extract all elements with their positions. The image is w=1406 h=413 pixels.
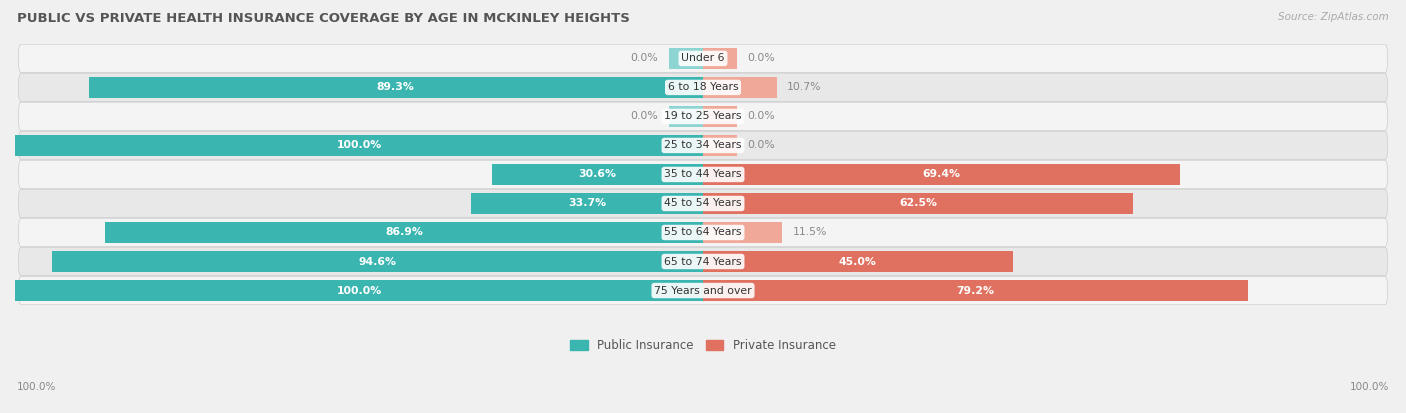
Bar xyxy=(703,222,782,243)
Text: 75 Years and over: 75 Years and over xyxy=(654,285,752,296)
Bar xyxy=(669,106,703,127)
Text: 100.0%: 100.0% xyxy=(17,382,56,392)
Text: Source: ZipAtlas.com: Source: ZipAtlas.com xyxy=(1278,12,1389,22)
FancyBboxPatch shape xyxy=(18,102,1388,131)
Text: 100.0%: 100.0% xyxy=(336,140,381,150)
Bar xyxy=(15,280,703,301)
Text: 62.5%: 62.5% xyxy=(898,199,936,209)
Bar xyxy=(89,77,703,98)
Bar xyxy=(703,77,776,98)
Text: 89.3%: 89.3% xyxy=(377,83,415,93)
Bar xyxy=(703,106,737,127)
Text: 35 to 44 Years: 35 to 44 Years xyxy=(664,169,742,180)
Text: 19 to 25 Years: 19 to 25 Years xyxy=(664,112,742,121)
Text: 100.0%: 100.0% xyxy=(336,285,381,296)
FancyBboxPatch shape xyxy=(18,276,1388,305)
FancyBboxPatch shape xyxy=(18,73,1388,102)
Bar xyxy=(15,135,703,156)
Bar xyxy=(703,135,737,156)
Legend: Public Insurance, Private Insurance: Public Insurance, Private Insurance xyxy=(565,334,841,356)
Text: 55 to 64 Years: 55 to 64 Years xyxy=(664,228,742,237)
Text: 100.0%: 100.0% xyxy=(1350,382,1389,392)
Text: 30.6%: 30.6% xyxy=(579,169,617,180)
Bar xyxy=(703,48,737,69)
Bar xyxy=(703,280,1249,301)
Text: 33.7%: 33.7% xyxy=(568,199,606,209)
Bar xyxy=(703,193,1133,214)
FancyBboxPatch shape xyxy=(18,160,1388,189)
Text: 94.6%: 94.6% xyxy=(359,256,396,266)
Text: 86.9%: 86.9% xyxy=(385,228,423,237)
Text: 0.0%: 0.0% xyxy=(630,53,658,64)
FancyBboxPatch shape xyxy=(18,247,1388,276)
Bar xyxy=(669,48,703,69)
FancyBboxPatch shape xyxy=(18,189,1388,218)
Bar xyxy=(105,222,703,243)
FancyBboxPatch shape xyxy=(18,218,1388,247)
Text: 6 to 18 Years: 6 to 18 Years xyxy=(668,83,738,93)
Text: 0.0%: 0.0% xyxy=(748,140,776,150)
Bar xyxy=(52,251,703,272)
Text: 11.5%: 11.5% xyxy=(793,228,827,237)
Text: 69.4%: 69.4% xyxy=(922,169,960,180)
Text: 65 to 74 Years: 65 to 74 Years xyxy=(664,256,742,266)
Text: PUBLIC VS PRIVATE HEALTH INSURANCE COVERAGE BY AGE IN MCKINLEY HEIGHTS: PUBLIC VS PRIVATE HEALTH INSURANCE COVER… xyxy=(17,12,630,25)
Text: 45.0%: 45.0% xyxy=(839,256,877,266)
Bar xyxy=(703,251,1012,272)
Bar xyxy=(492,164,703,185)
FancyBboxPatch shape xyxy=(18,131,1388,160)
FancyBboxPatch shape xyxy=(18,44,1388,73)
Text: 0.0%: 0.0% xyxy=(748,53,776,64)
Text: 79.2%: 79.2% xyxy=(956,285,994,296)
Text: 25 to 34 Years: 25 to 34 Years xyxy=(664,140,742,150)
Text: Under 6: Under 6 xyxy=(682,53,724,64)
Text: 10.7%: 10.7% xyxy=(787,83,821,93)
Text: 0.0%: 0.0% xyxy=(630,112,658,121)
Bar xyxy=(471,193,703,214)
Bar xyxy=(703,164,1181,185)
Text: 0.0%: 0.0% xyxy=(748,112,776,121)
Text: 45 to 54 Years: 45 to 54 Years xyxy=(664,199,742,209)
